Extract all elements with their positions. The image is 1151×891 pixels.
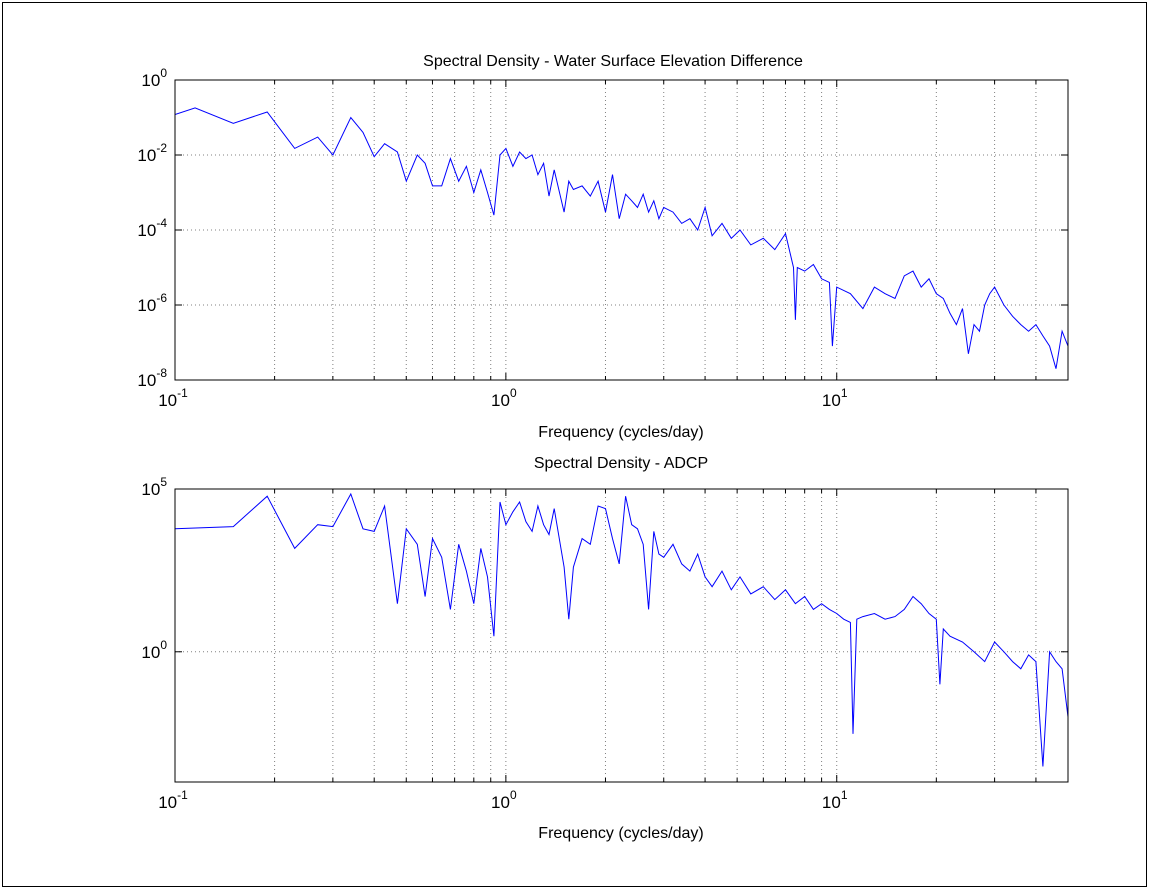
- series-line: [175, 107, 1068, 369]
- tick-exponent: 1: [841, 386, 848, 400]
- tick-base: 10: [137, 221, 156, 240]
- y-tick-label: 10-8: [137, 366, 167, 390]
- tick-exponent: -4: [156, 216, 167, 230]
- tick-exponent: -2: [156, 141, 167, 155]
- tick-base: 10: [491, 391, 510, 410]
- y-tick-label: 10-4: [137, 216, 167, 240]
- plot-area: [175, 80, 1068, 380]
- tick-base: 10: [141, 71, 160, 90]
- tick-base: 10: [822, 793, 841, 812]
- tick-exponent: -8: [156, 366, 167, 380]
- x-tick-label: 100: [491, 788, 517, 812]
- tick-base: 10: [158, 793, 177, 812]
- y-tick-label: 10-2: [137, 141, 167, 165]
- tick-exponent: 0: [160, 638, 167, 652]
- tick-base: 10: [822, 391, 841, 410]
- tick-base: 10: [141, 480, 160, 499]
- tick-base: 10: [137, 146, 156, 165]
- y-tick-label: 10-6: [137, 291, 167, 315]
- tick-exponent: 0: [160, 66, 167, 80]
- tick-base: 10: [158, 391, 177, 410]
- tick-exponent: 5: [160, 475, 167, 489]
- x-tick-label: 10-1: [158, 788, 188, 812]
- tick-base: 10: [141, 643, 160, 662]
- tick-exponent: 0: [510, 788, 517, 802]
- y-tick-label: 105: [141, 475, 167, 499]
- tick-exponent: -1: [177, 788, 188, 802]
- plot-water-surface: Spectral Density - Water Surface Elevati…: [137, 53, 1069, 441]
- plot-area: [175, 489, 1068, 782]
- tick-base: 10: [491, 793, 510, 812]
- x-tick-label: 100: [491, 386, 517, 410]
- x-axis-title: Frequency (cycles/day): [538, 424, 703, 441]
- tick-exponent: -1: [177, 386, 188, 400]
- x-tick-label: 10-1: [158, 386, 188, 410]
- plot-title: Spectral Density - ADCP: [534, 455, 708, 472]
- x-tick-label: 101: [822, 788, 848, 812]
- y-tick-label: 100: [141, 66, 167, 90]
- tick-base: 10: [137, 296, 156, 315]
- series-group: [175, 107, 1068, 369]
- tick-exponent: -6: [156, 291, 167, 305]
- x-tick-label: 101: [822, 386, 848, 410]
- series-group: [175, 492, 1068, 767]
- tick-exponent: 1: [841, 788, 848, 802]
- tick-exponent: 0: [510, 386, 517, 400]
- series-line: [175, 492, 1068, 767]
- plot-axes-box: [174, 488, 1069, 783]
- tick-base: 10: [137, 371, 156, 390]
- x-axis-title: Frequency (cycles/day): [538, 825, 703, 842]
- y-tick-label: 100: [141, 638, 167, 662]
- grid: [175, 489, 1068, 782]
- grid: [175, 80, 1068, 380]
- plot-title: Spectral Density - Water Surface Elevati…: [423, 53, 803, 70]
